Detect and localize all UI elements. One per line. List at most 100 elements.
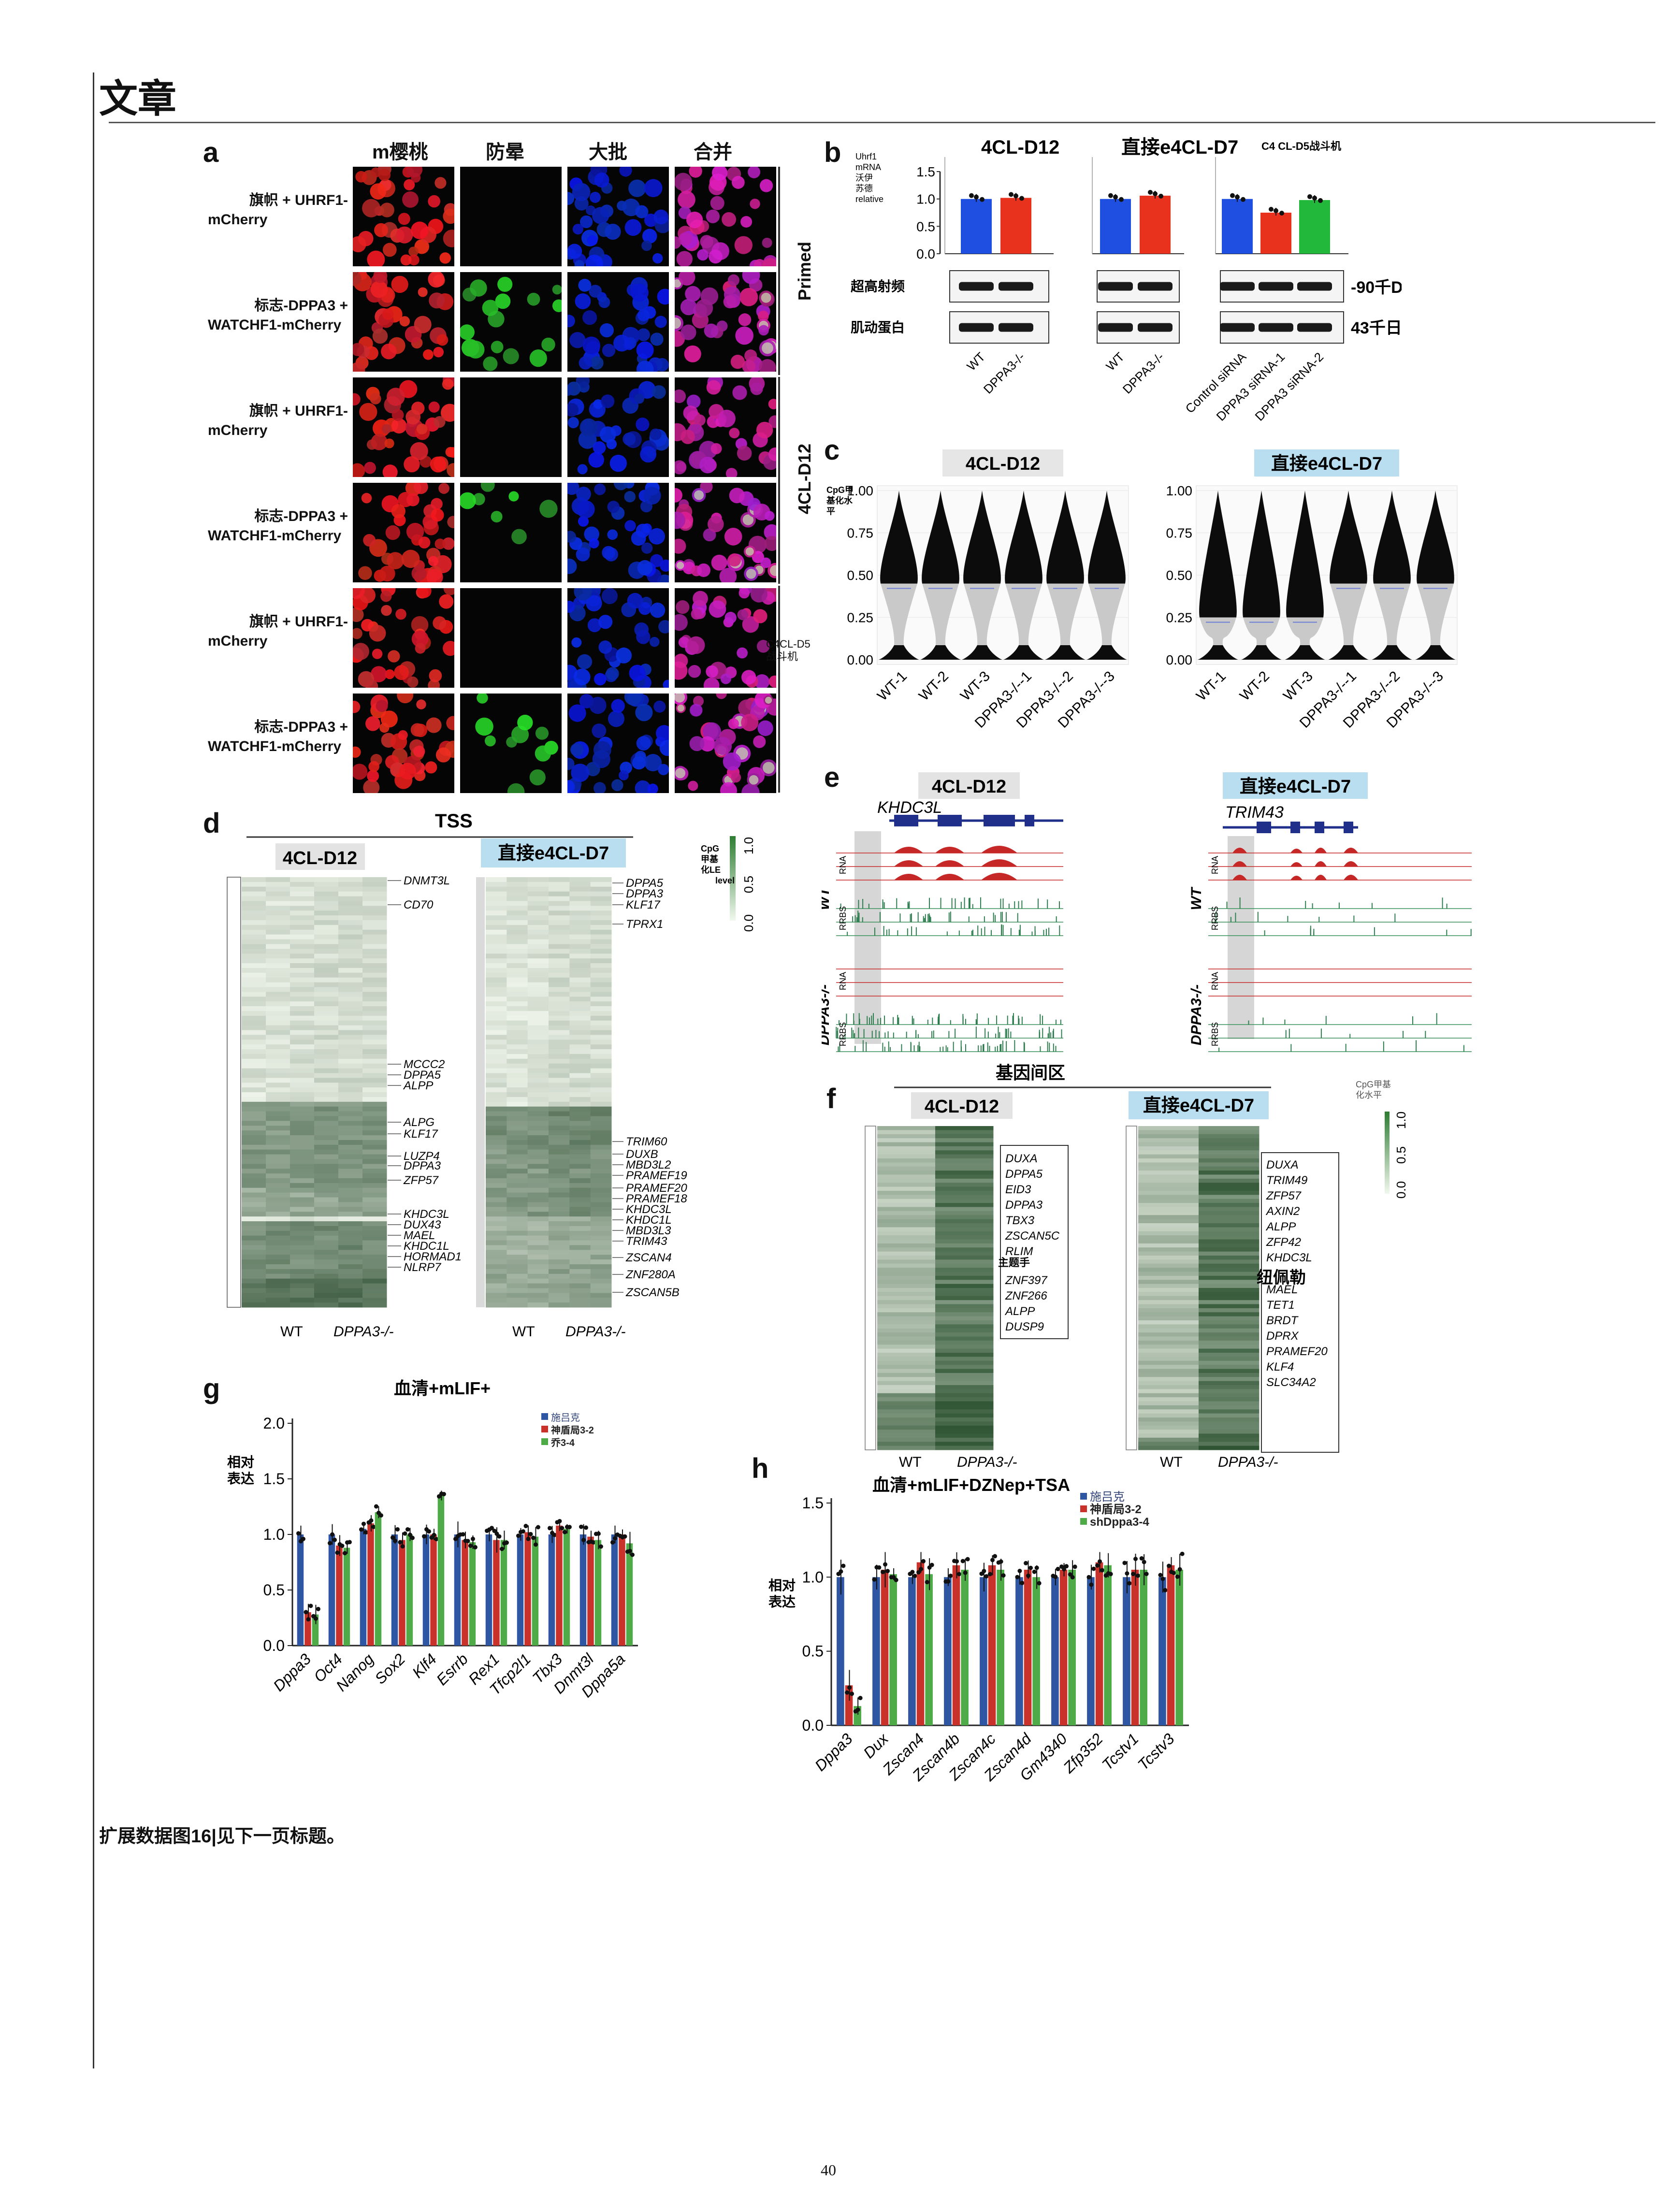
panel-f-gene-right: PRAMEF20 [1266,1345,1328,1358]
panel-d-heat-cell-left [314,1049,339,1055]
panel-d-heat-cell-right [569,1054,591,1059]
panel-f-heat-cell [877,1268,936,1272]
panel-d-heat-cell-right [486,1173,507,1179]
panel-f-gene-right: ZFP57 [1266,1189,1302,1202]
panel-d-heat-cell-right [549,949,570,954]
panel-d-heat-cell-left [266,1097,290,1102]
panel-d-heat-cell-right [507,939,528,944]
panel-e-group-label: DPPA3-/- [1188,984,1204,1045]
panel-d-heat-cell-right [527,1101,549,1107]
panel-e-letter: e [824,762,840,793]
panel-d-heat-cell-left [338,901,363,906]
panel-f-gene-right: SLC34A2 [1266,1376,1316,1389]
panel-a-row-label-line: 标志-DPPA3 + [254,298,348,314]
bar-chart-point [304,1610,308,1615]
panel-d-heat-cell-left [242,1058,266,1064]
panel-f-gene-right: BRDT [1266,1314,1299,1327]
panel-f-heat-cell [1199,1195,1260,1200]
panel-d-heat-cell-right [527,1154,549,1159]
panel-d-heat-cell-right [527,1192,549,1198]
panel-d-heat-cell-right [569,1178,591,1184]
panel-f-heat-cell [1199,1308,1260,1313]
panel-d-heat-cell-left [362,1020,387,1026]
panel-d-heat-cell-left [290,896,315,901]
panel-d-heat-cell-left [266,1207,290,1212]
panel-b-xlabel: DPPA3-/- [1120,349,1167,396]
panel-d-heat-cell-right [527,1159,549,1164]
panel-d-heat-cell-right [507,1273,528,1279]
panel-f-gene-right: TRIM49 [1266,1174,1307,1187]
panel-d-heat-cell-right [486,1087,507,1093]
bar-chart-legend-swatch [541,1413,548,1420]
bar-chart-point [1172,1571,1176,1576]
panel-d-heat-cell-right [486,1140,507,1145]
panel-d-heat-cell-left [314,997,339,1002]
panel-d-gene-right: TRIM43 [626,1235,667,1248]
panel-d-gene-left: HORMAD1 [404,1250,462,1263]
panel-d-heat-cell-right [486,1302,507,1308]
bar-chart-point [374,1504,378,1509]
panel-f-heat-cell [1199,1300,1260,1304]
panel-d-heat-cell-right [549,920,570,925]
panel-d-heat-cell-left [314,1302,339,1308]
panel-d-heat-cell-left [338,1001,363,1007]
panel-d-heat-cell-left [314,1269,339,1274]
bar-chart-point [434,1537,439,1542]
panel-d-heat-cell-left [338,1216,363,1222]
panel-d-heat-cell-right [507,1212,528,1217]
panel-d-heat-cell-right [486,963,507,969]
panel-d-heat-cell-left [266,911,290,916]
panel-d-heat-cell-right [527,1202,549,1207]
panel-d-heat-cell-right [486,929,507,935]
bar-chart-point [999,1559,1003,1564]
panel-f-heat-cell [1199,1425,1260,1430]
panel-d-title-bg [481,839,626,867]
panel-e-title: 直接e4CL-D7 [1240,777,1351,797]
panel-d-heat-cell-right [486,882,507,887]
panel-d-heat-cell-right [507,1058,528,1064]
bar-chart-point [1053,1575,1058,1579]
panel-b-point [969,193,974,198]
panel-d-heat-cell-right [486,1235,507,1241]
panel-b-point [1113,194,1118,200]
panel-d-heat-cell-right [507,1111,528,1116]
panel-d-heat-cell-left [338,1288,363,1293]
panel-d-heat-cell-right [486,1073,507,1078]
panel-d-xlabel: WT [280,1324,303,1340]
panel-d-heat-cell-left [266,1111,290,1116]
panel-f-gene-right: ALPP [1265,1220,1296,1233]
panel-f-heat-cell [877,1227,936,1232]
panel-d-heat-cell-right [507,1202,528,1207]
panel-d-heat-cell-right [549,891,570,897]
panel-d-heat-cell-left [338,1283,363,1288]
panel-f-heat-cell [1199,1280,1260,1285]
panel-d-heat-cell-right [569,1106,591,1112]
panel-d-heat-cell-left [314,934,339,940]
microscopy-tile [353,272,454,372]
panel-d-heat-cell-right [569,1197,591,1202]
microscopy-tile [353,694,454,793]
panel-b-xlabel: WT [964,349,988,374]
microscopy-tile [675,483,776,582]
panel-f-heat-cell [935,1195,994,1200]
violin-middle [1287,617,1323,645]
panel-d-heat-cell-right [590,915,612,921]
panel-d-heat-cell-left [242,877,266,882]
panel-f-heat-cell [1138,1296,1199,1301]
gene-model-exon [894,815,918,826]
panel-d-heat-cell-right [507,1207,528,1212]
panel-d-heat-cell-right [527,1226,549,1231]
panel-d-heat-cell-left [362,1135,387,1141]
panel-d-heat-cell-left [314,1202,339,1207]
panel-f-heat-cell [1199,1268,1260,1272]
panel-d-heat-cell-right [507,1101,528,1107]
panel-d-heat-cell-left [290,1192,315,1198]
panel-d-heat-cell-right [486,1020,507,1026]
panel-d-heat-cell-right [569,1264,591,1270]
bar-chart-point [1125,1571,1129,1576]
bar-chart-point [579,1524,583,1529]
panel-d-heat-cell-left [242,1073,266,1078]
panel-d-heat-cell-right [590,886,612,892]
panel-d-heat-cell-left [242,1259,266,1265]
panel-d-heat-cell-right [507,949,528,954]
